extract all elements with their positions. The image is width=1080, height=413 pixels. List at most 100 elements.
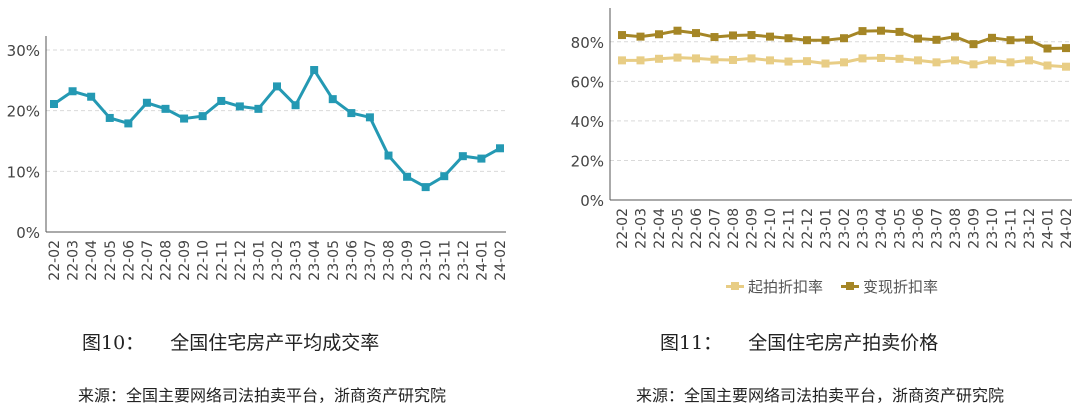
right-chart-data-point-0 [729,55,737,64]
right-chart-data-point-0 [710,55,719,64]
right-figure-number: 图11： [660,332,723,354]
left-chart-data-point-0 [384,151,393,160]
left-source-note: 来源：全国主要网络司法拍卖平台，浙商资产研究院 [78,386,447,405]
left-chart-data-point-0 [403,172,412,181]
right-chart-data-point-0 [840,58,848,67]
right-figure-caption: 图11： 全国住宅房产拍卖价格 [660,328,938,355]
right-chart-x-tick-label: 23-09 [967,208,983,249]
right-chart-x-tick-label: 24-01 [1041,208,1057,249]
right-chart-x-tick-label: 22-04 [652,208,668,249]
right-chart-panel: 0% 20% 40% 60% 80% 22-02 22-03 22-04 22-05 22-06 2… [540,0,1080,300]
right-chart-data-point-1 [710,33,719,42]
right-chart-data-point-1 [747,31,756,40]
right-chart-x-tick-label: 22-02 [615,208,631,249]
left-chart-x-tick-label: 23-05 [326,240,342,281]
left-chart-data-point-0 [161,104,170,113]
right-chart-x-tick-label: 22-06 [689,208,705,249]
right-chart-data-point-1 [969,40,978,49]
left-chart-y-tick-label: 30% [7,42,40,60]
right-chart-data-point-1 [821,36,830,45]
left-chart-data-point-0 [273,82,281,91]
right-chart-data-point-1 [988,33,996,42]
right-chart-x-tick-label: 23-04 [874,208,890,249]
left-chart-data-point-0 [310,66,319,75]
left-figure-number: 图10： [82,332,145,354]
left-chart-x-tick-label: 22-10 [196,240,212,281]
left-chart-x-tick-label: 22-02 [47,240,63,281]
right-chart-x-tick-label: 22-03 [634,208,650,249]
left-chart-x-tick-label: 22-11 [214,240,230,281]
left-chart-x-tick-label: 23-10 [419,240,435,281]
left-chart-panel: 0% 10% 20% 30% 22-02 22-03 22-04 22-05 22-06 22-0… [0,0,540,300]
left-chart-data-point-0 [365,113,374,122]
right-chart-data-point-0 [655,54,663,63]
right-chart-data-point-0 [1006,58,1015,67]
left-chart-x-tick-label: 23-06 [344,240,360,281]
left-chart-data-point-0 [50,99,58,108]
right-chart-data-point-1 [692,29,700,38]
right-chart-data-point-0 [988,56,996,65]
right-chart-x-tick-label: 23-05 [893,208,909,249]
left-chart-x-tick-label: 24-01 [474,240,490,281]
legend-label-start-discount: 起拍折扣率 [748,278,824,296]
left-chart-data-point-0 [458,152,467,161]
right-chart-data-point-1 [673,26,682,35]
left-chart-x-tick-label: 23-11 [437,240,453,281]
right-figure-title: 全国住宅房产拍卖价格 [748,332,939,354]
right-chart-data-point-1 [858,27,867,36]
right-chart-data-point-1 [1025,35,1033,44]
left-chart-x-tick-label: 24-02 [493,240,509,281]
right-chart-data-point-0 [877,53,885,62]
left-chart-data-point-0 [124,119,133,128]
left-chart-x-tick-label: 23-04 [307,240,323,281]
left-chart-y-tick-label: 10% [7,163,40,181]
right-chart-x-tick-label: 23-02 [837,208,853,249]
left-chart-x-tick-label: 23-03 [289,240,305,281]
right-chart-data-point-0 [914,56,922,65]
left-chart-data-point-0 [105,113,114,122]
right-chart-data-point-0 [618,56,626,65]
right-chart-data-point-1 [803,36,811,45]
left-figure-title: 全国住宅房产平均成交率 [170,332,380,354]
right-chart-data-point-1 [729,31,737,40]
left-chart-data-point-0 [68,87,77,96]
right-chart-data-point-0 [803,57,811,66]
right-chart-y-tick-label: 0% [580,192,604,210]
left-chart-x-tick-label: 23-01 [251,240,267,281]
right-chart-x-tick-label: 23-12 [1022,208,1038,249]
left-chart-data-point-0 [328,95,337,104]
left-chart-data-point-0 [180,114,189,123]
left-chart-x-tick-label: 23-07 [363,240,379,281]
right-chart-data-point-0 [969,60,978,69]
transaction-rate-chart: 0%10%20%30%22-02 22-03 22-04 22-05 22-06 22-0… [7,36,509,281]
left-chart-x-tick-label: 22-05 [103,240,119,281]
left-chart-x-tick-label: 22-03 [66,240,82,281]
right-chart-x-tick-label: 23-06 [911,208,927,249]
left-chart-x-tick-label: 22-04 [84,240,100,281]
right-chart-data-point-0 [747,54,756,63]
left-chart-data-point-0 [440,172,449,181]
left-chart-data-point-0 [198,112,207,121]
right-chart-y-tick-label: 80% [571,34,604,52]
right-chart-data-point-1 [1006,36,1015,45]
right-chart-legend: 起拍折扣率 变现折扣率 [726,276,938,297]
right-chart-x-tick-label: 22-05 [671,208,687,249]
left-chart-data-point-0 [347,109,356,118]
right-chart-data-point-0 [821,59,830,68]
left-chart-data-point-0 [217,96,226,105]
right-chart-x-tick-label: 23-01 [819,208,835,249]
left-chart-data-point-0 [254,104,263,113]
left-chart-y-tick-label: 20% [7,103,40,121]
left-chart-x-tick-label: 23-12 [456,240,472,281]
right-chart-data-point-1 [840,34,848,43]
right-chart-data-point-0 [932,58,941,67]
left-chart-x-tick-label: 22-12 [233,240,249,281]
right-chart-data-point-0 [1025,56,1033,65]
right-chart-data-point-0 [1043,61,1052,70]
left-chart-x-tick-label: 22-08 [159,240,175,281]
right-chart-data-point-0 [692,54,700,63]
right-source-note: 来源：全国主要网络司法拍卖平台，浙商资产研究院 [636,386,1005,405]
left-chart-y-tick-label: 0% [16,224,40,242]
left-chart-x-tick-label: 23-08 [382,240,398,281]
right-chart-data-point-0 [636,56,645,65]
